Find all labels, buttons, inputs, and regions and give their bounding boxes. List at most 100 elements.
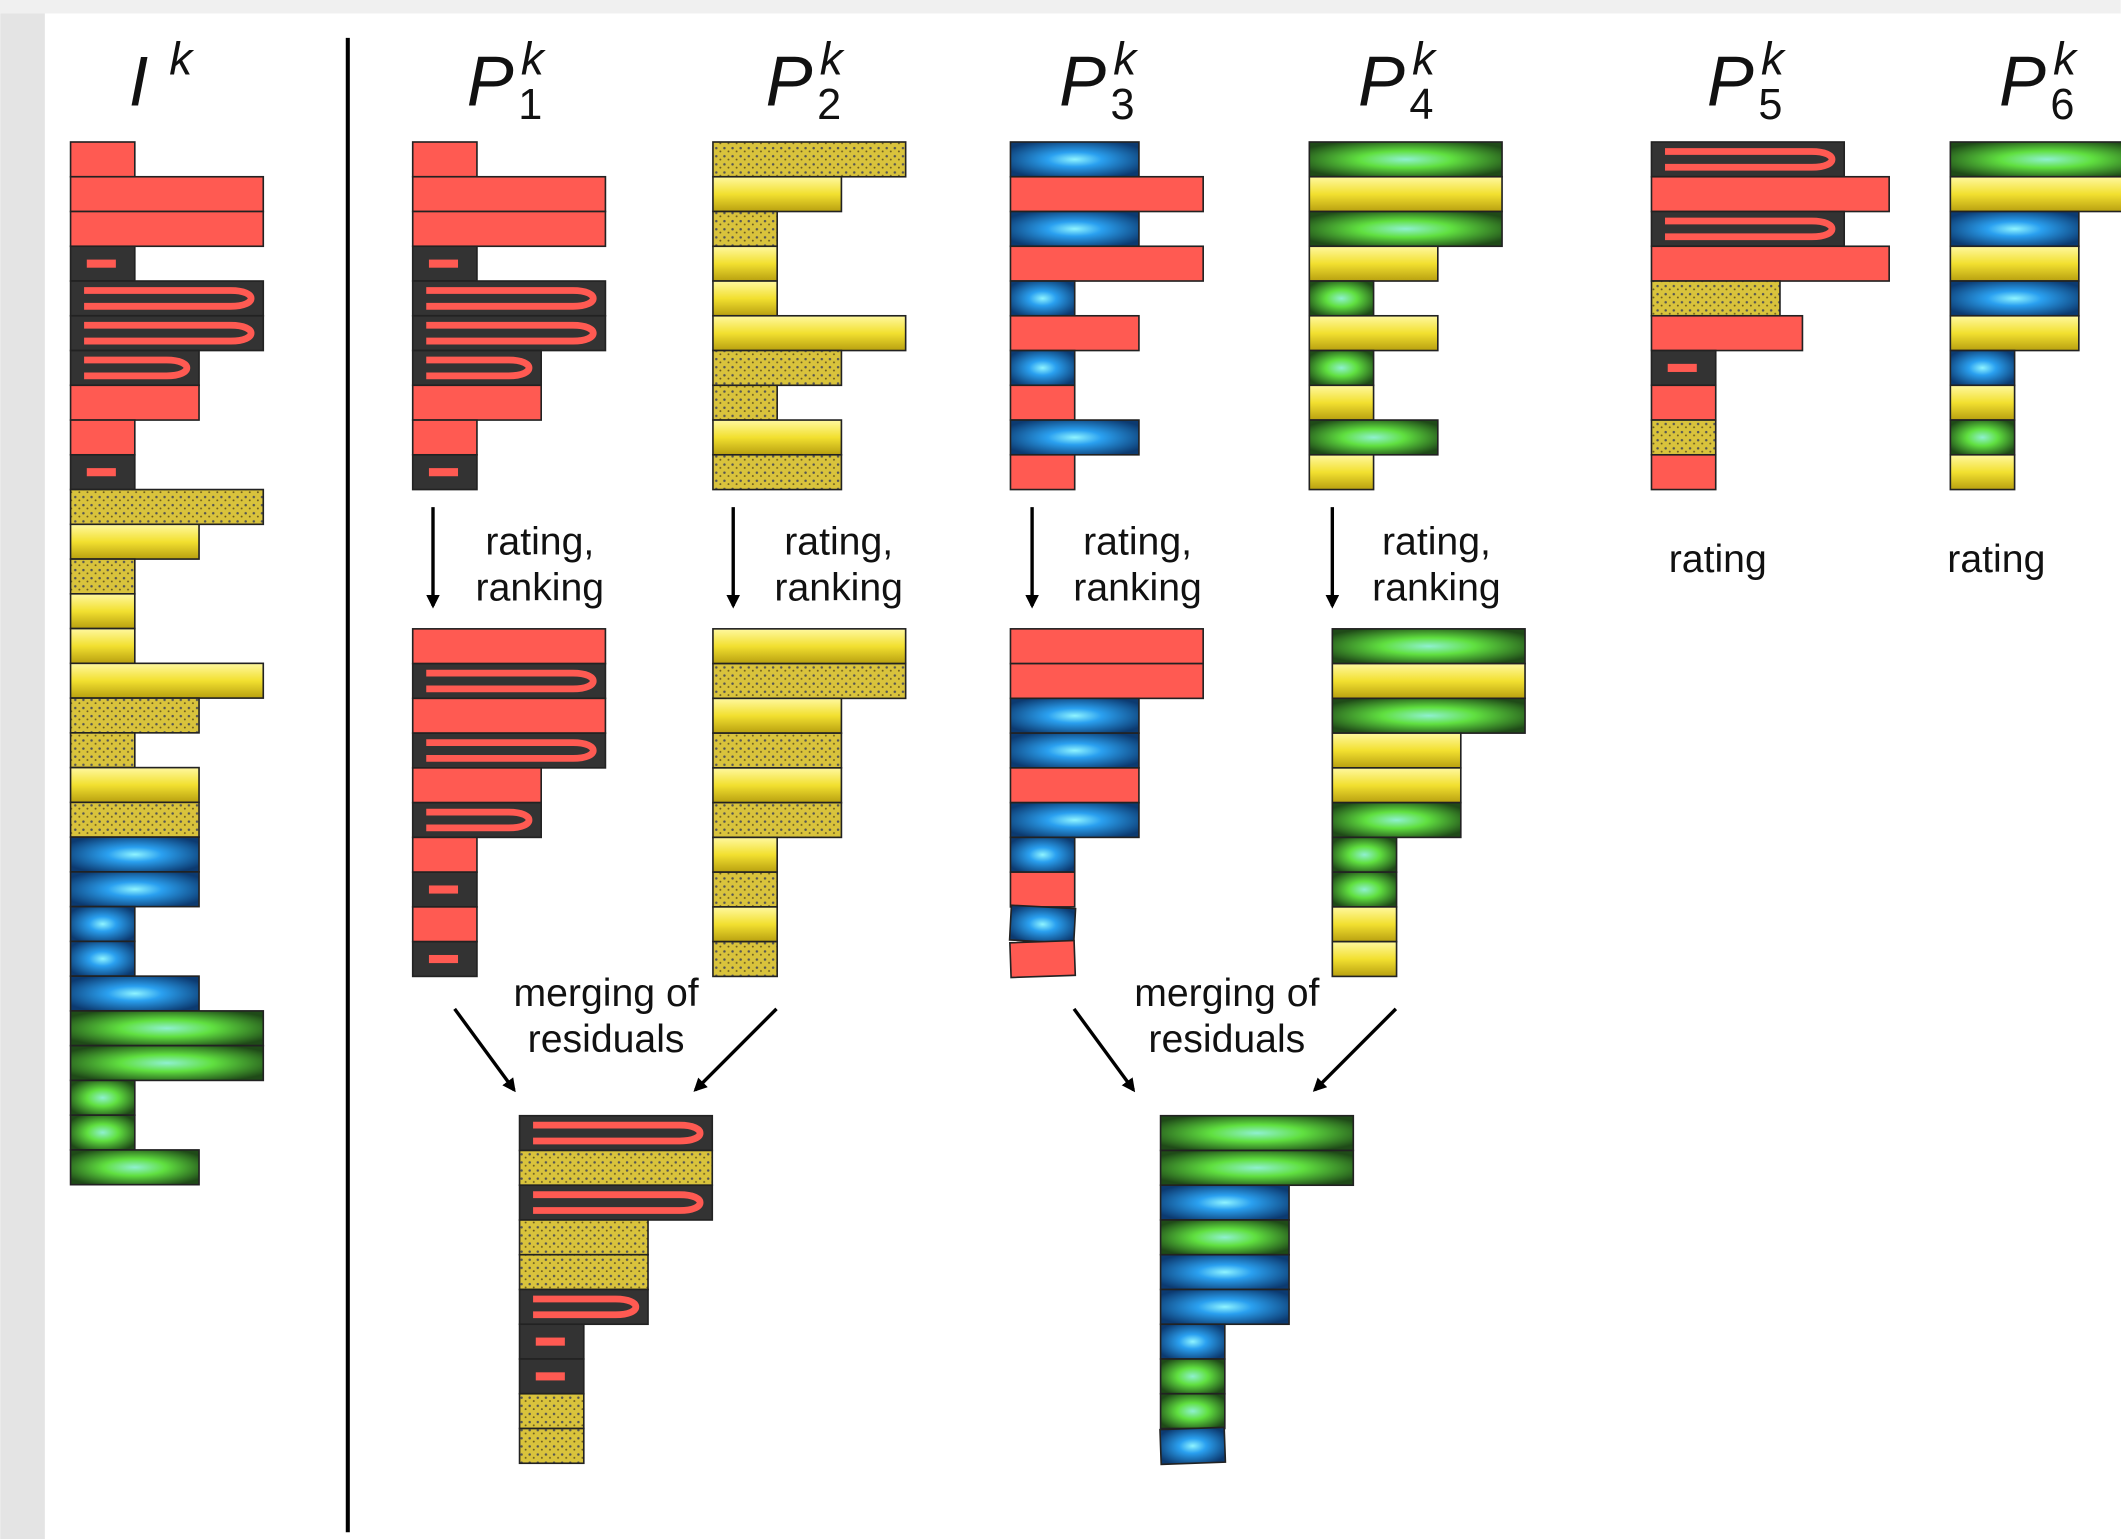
block [1332, 733, 1460, 768]
block [413, 698, 606, 733]
block [713, 420, 841, 455]
block-fill [1010, 733, 1138, 768]
block [413, 942, 477, 977]
block-fill [1010, 177, 1203, 212]
block [1010, 177, 1203, 212]
block [1309, 351, 1373, 386]
block-fill [71, 177, 264, 212]
block-fill [1010, 905, 1076, 943]
column-title: P [1707, 41, 1754, 120]
block-fill [1309, 212, 1502, 247]
block-fill [713, 803, 841, 838]
step-label: ranking [1372, 566, 1501, 609]
block [1010, 872, 1074, 907]
block-fill [71, 281, 264, 316]
block [1010, 629, 1203, 664]
block-fill [713, 420, 841, 455]
block [1309, 455, 1373, 490]
block-fill [71, 768, 199, 803]
block-fill [413, 281, 606, 316]
block [1010, 281, 1074, 316]
block [1010, 385, 1074, 420]
block [1651, 351, 1715, 386]
block-fill [1161, 1185, 1289, 1220]
block-dash [429, 955, 458, 963]
block-fill [1309, 177, 1502, 212]
block [1160, 1427, 1225, 1464]
block [713, 385, 777, 420]
block-fill [713, 664, 906, 699]
block-fill [1010, 664, 1203, 699]
block-fill [71, 733, 135, 768]
block [413, 351, 541, 386]
block-fill [1332, 872, 1396, 907]
block [413, 455, 477, 490]
block-fill [1309, 385, 1373, 420]
column-superscript: k [2053, 32, 2078, 84]
block-fill [1651, 385, 1715, 420]
block [1010, 698, 1138, 733]
block [1651, 212, 1844, 247]
block-fill [1332, 768, 1460, 803]
block-fill [1309, 420, 1437, 455]
block-dash [87, 260, 116, 268]
block-fill [1651, 212, 1844, 247]
column-subscript: 1 [518, 81, 542, 129]
block-fill [413, 420, 477, 455]
step-label: rating [1669, 538, 1767, 581]
block [520, 1220, 648, 1255]
block-fill [1161, 1116, 1354, 1151]
block-fill [713, 455, 841, 490]
block-fill [1010, 351, 1074, 386]
block-fill [71, 976, 199, 1011]
block [1950, 420, 2014, 455]
diagram: IkP1kP2kP3kP4kP5kP6krating,rankingrating… [0, 0, 2121, 1539]
block [1161, 1324, 1225, 1359]
block [520, 1150, 713, 1185]
block [413, 733, 606, 768]
block [1309, 212, 1502, 247]
block [413, 420, 477, 455]
block-fill [713, 316, 906, 351]
block-fill [71, 629, 135, 664]
block-fill [71, 559, 135, 594]
block-fill [1332, 837, 1396, 872]
block-fill [413, 837, 477, 872]
block-fill [1010, 246, 1203, 281]
block [1161, 1255, 1289, 1290]
block-fill [1010, 872, 1074, 907]
block [1651, 142, 1844, 177]
block [1010, 316, 1138, 351]
block [1010, 420, 1138, 455]
block-fill [71, 212, 264, 247]
block-fill [71, 1080, 135, 1115]
block-fill [71, 385, 199, 420]
block [413, 629, 606, 664]
block-fill [71, 142, 135, 177]
column-superscript: k [1761, 32, 1786, 84]
merge-label: residuals [1148, 1018, 1305, 1061]
block-fill [1309, 351, 1373, 386]
block [713, 803, 841, 838]
block [1651, 420, 1715, 455]
block-fill [71, 1115, 135, 1150]
block [520, 1394, 584, 1429]
block [1010, 905, 1076, 943]
block [713, 942, 777, 977]
column-superscript: k [820, 32, 845, 84]
block-fill [713, 281, 777, 316]
block [713, 872, 777, 907]
merge-label: merging of [513, 972, 698, 1015]
block [1309, 385, 1373, 420]
block [71, 212, 264, 247]
block [1332, 768, 1460, 803]
block-fill [413, 768, 541, 803]
block-fill [1950, 281, 2078, 316]
block [713, 212, 777, 247]
block-fill [713, 385, 777, 420]
block-fill [1161, 1289, 1289, 1324]
block-fill [1651, 420, 1715, 455]
block-fill [1010, 768, 1138, 803]
block [1010, 768, 1138, 803]
block [1010, 142, 1138, 177]
